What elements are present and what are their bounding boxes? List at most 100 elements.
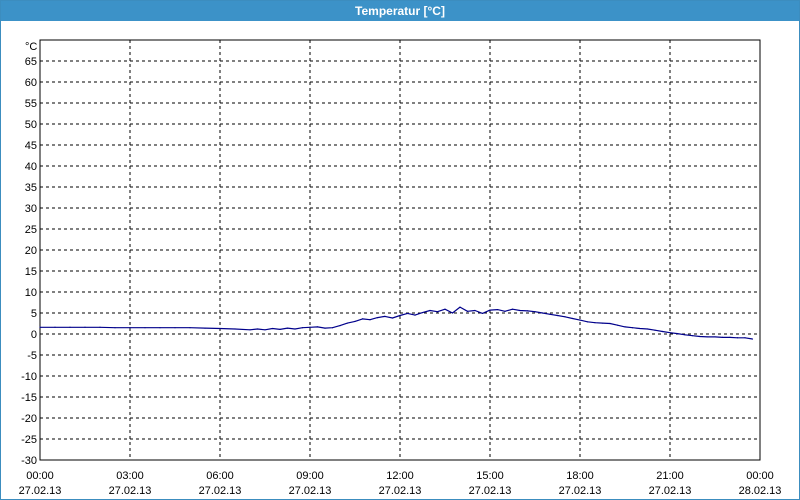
temperature-series-line: [40, 306, 753, 340]
y-tick-label: 35: [25, 182, 37, 194]
temperature-data-point: [339, 325, 341, 327]
temperature-data-point: [594, 322, 596, 324]
temperature-data-point: [256, 328, 259, 330]
x-tick-time-label: 21:00: [656, 470, 684, 482]
temperature-data-point: [421, 311, 424, 314]
x-tick-date-label: 27.02.13: [649, 485, 692, 497]
temperature-data-point: [466, 310, 469, 312]
temperature-data-point: [84, 326, 86, 328]
temperature-data-point: [639, 327, 641, 330]
temperature-data-point: [234, 328, 236, 330]
temperature-data-point: [579, 319, 581, 321]
temperature-data-point: [571, 317, 574, 320]
temperature-data-point: [369, 319, 371, 321]
temperature-data-point: [354, 320, 356, 322]
x-tick-date-label: 27.02.13: [559, 485, 602, 497]
temperature-data-point: [669, 332, 671, 334]
y-tick-label: 15: [25, 266, 37, 278]
temperature-data-point: [684, 334, 686, 336]
temperature-data-point: [564, 316, 566, 318]
temperature-data-point: [399, 314, 401, 317]
temperature-data-point: [294, 328, 296, 330]
temperature-data-point: [99, 326, 101, 328]
x-tick-date-label: 27.02.13: [109, 485, 152, 497]
x-tick-time-label: 09:00: [296, 470, 324, 482]
temperature-data-point: [69, 326, 71, 328]
y-tick-label: 60: [25, 77, 37, 89]
y-tick-label: 45: [25, 140, 37, 152]
y-tick-label: 10: [25, 287, 37, 299]
temperature-data-point: [714, 336, 716, 338]
grid-lines: [40, 40, 760, 460]
temperature-data-point: [309, 326, 311, 328]
x-tick-time-label: 00:00: [26, 470, 54, 482]
y-tick-label: -20: [21, 413, 37, 425]
temperature-data-point: [729, 336, 731, 338]
temperature-data-point: [429, 309, 431, 312]
temperature-data-point: [264, 329, 266, 331]
temperature-data-point: [489, 309, 491, 311]
x-tick-date-label: 27.02.13: [289, 485, 332, 497]
y-tick-label: 40: [25, 161, 37, 173]
temperature-data-point: [676, 332, 679, 335]
temperature-data-point: [54, 326, 56, 328]
temperature-data-point: [144, 327, 146, 329]
temperature-data-point: [174, 327, 176, 329]
temperature-data-point: [301, 327, 304, 329]
temperature-data-point: [384, 315, 386, 317]
temperature-data-point: [279, 328, 281, 330]
temperature-data-point: [706, 336, 709, 338]
temperature-data-point: [541, 312, 544, 314]
temperature-data-point: [459, 306, 461, 308]
temperature-data-point: [414, 314, 416, 316]
temperature-data-point: [751, 338, 754, 340]
x-tick-date-label: 28.02.13: [739, 485, 782, 497]
temperature-data-point: [736, 337, 739, 339]
temperature-data-point: [511, 308, 514, 310]
temperature-data-point: [616, 324, 619, 326]
temperature-data-point: [481, 312, 484, 315]
x-tick-date-label: 27.02.13: [19, 485, 62, 497]
x-tick-date-label: 27.02.13: [379, 485, 422, 497]
temperature-data-point: [159, 327, 161, 329]
temperature-data-point: [661, 330, 664, 333]
temperature-data-point: [451, 312, 454, 314]
x-axis-ticks: 00:00 27.02.13 03:00 27.02.13 06:00 27.02.13 0…: [19, 470, 782, 497]
x-tick-time-label: 18:00: [566, 470, 594, 482]
temperature-data-point: [556, 314, 559, 317]
temperature-data-point: [691, 335, 694, 337]
temperature-data-point: [444, 308, 446, 310]
temperature-data-point: [699, 335, 701, 338]
temperature-data-point: [631, 327, 634, 329]
x-tick-time-label: 03:00: [116, 470, 144, 482]
temperature-data-point: [436, 311, 439, 313]
temperature-data-point: [324, 327, 326, 329]
temperature-data-point: [526, 310, 529, 312]
y-tick-label: -30: [21, 455, 37, 467]
y-tick-label: 65: [25, 56, 37, 68]
temperature-data-point: [286, 327, 289, 329]
temperature-data-point: [504, 310, 506, 312]
x-tick-date-label: 27.02.13: [469, 485, 512, 497]
y-tick-label: 0: [31, 329, 37, 341]
temperature-data-point: [219, 327, 221, 330]
series-layer: [39, 306, 754, 340]
y-tick-label: -25: [21, 434, 37, 446]
temperature-data-point: [406, 312, 409, 315]
y-tick-label: -5: [27, 350, 37, 362]
temperature-data-point: [624, 326, 626, 328]
x-tick-time-label: 06:00: [206, 470, 234, 482]
x-tick-time-label: 12:00: [386, 470, 414, 482]
y-axis-unit-label: °C: [25, 41, 37, 53]
y-tick-label: 20: [25, 245, 37, 257]
temperature-data-point: [204, 327, 206, 329]
x-tick-time-label: 15:00: [476, 470, 504, 482]
temperature-data-point: [744, 337, 746, 339]
temperature-data-point: [534, 311, 536, 313]
temperature-data-point: [474, 309, 476, 312]
temperature-data-point: [654, 329, 656, 331]
temperature-data-point: [129, 327, 131, 329]
temperature-data-point: [646, 328, 649, 330]
temperature-data-point: [609, 322, 611, 325]
temperature-data-point: [376, 317, 379, 319]
